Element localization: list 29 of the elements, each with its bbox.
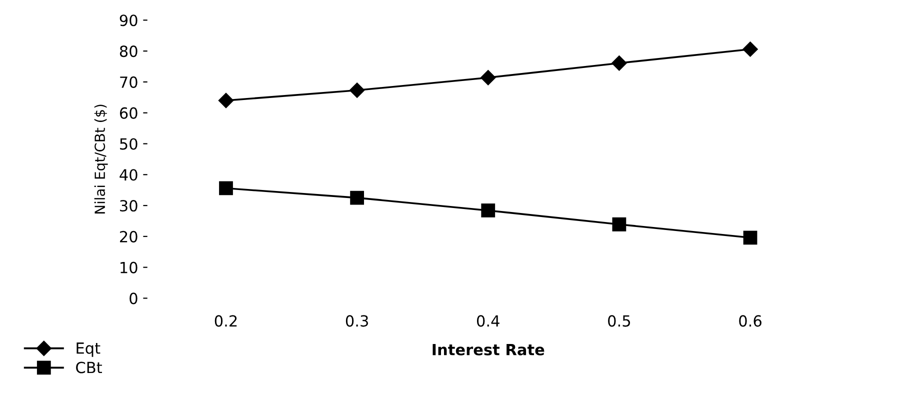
x-tick-label: 0.3 (346, 315, 368, 327)
x-tick-label: 0.6 (739, 315, 762, 327)
point (219, 181, 233, 196)
legend-label: CBt (76, 362, 102, 374)
y-tick-label: 20 (120, 230, 138, 242)
y-tick-label: 10 (120, 262, 138, 274)
point (612, 217, 626, 232)
x-tick-label: 0.2 (214, 315, 237, 327)
y-tick-label: 40 (120, 169, 138, 181)
legend-label: Eqt (76, 342, 100, 357)
point (742, 42, 758, 57)
point (612, 56, 627, 71)
y-axis-title: Nilai Eqt/CBt ($) (94, 104, 108, 214)
x-tick-label: 0.4 (476, 315, 500, 327)
y-tick-label: 50 (120, 138, 138, 150)
point (481, 204, 496, 218)
point (743, 230, 758, 245)
point (350, 190, 364, 205)
point (218, 92, 234, 108)
x-tick-label: 0.5 (608, 315, 630, 327)
x-axis-title: Interest Rate (432, 344, 544, 356)
point (349, 82, 365, 98)
y-tick-label: 90 (120, 14, 138, 26)
y-tick-label: 80 (120, 46, 138, 58)
y-tick-label: 60 (120, 107, 138, 119)
y-tick-label: 70 (120, 76, 138, 88)
y-tick-label: 0 (130, 292, 138, 304)
point (480, 70, 496, 86)
y-tick-label: 30 (120, 200, 138, 212)
